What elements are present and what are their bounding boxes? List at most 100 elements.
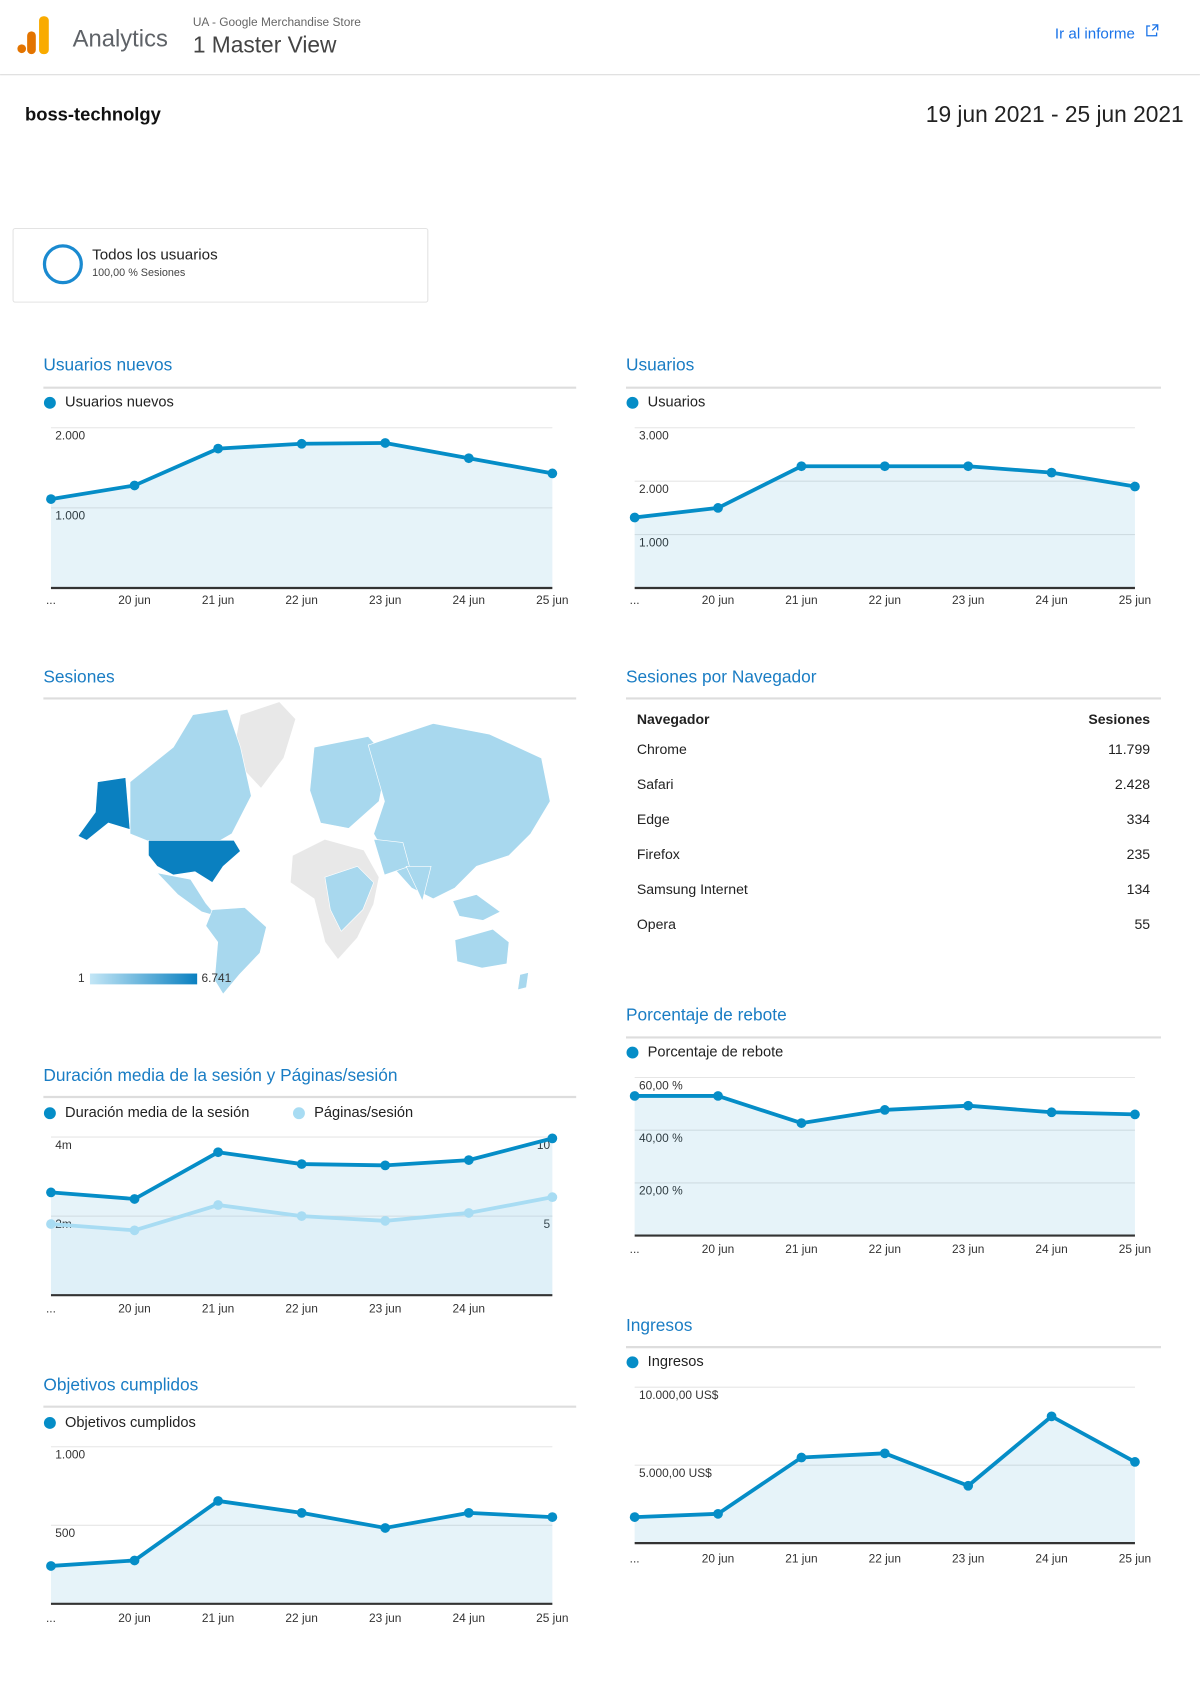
- x-tick-label: ...: [46, 1611, 56, 1625]
- x-tick-label: ...: [46, 593, 56, 607]
- data-point: [296, 1211, 307, 1221]
- x-tick-label: 25 jun: [1119, 1242, 1151, 1256]
- y-tick-label: 3.000: [639, 429, 669, 443]
- y-tick-label: 4m: [55, 1138, 72, 1152]
- legend-label: Duración media de la sesión: [65, 1105, 249, 1121]
- x-tick-label: 23 jun: [369, 1611, 401, 1625]
- y-tick-label: 1.000: [55, 1448, 85, 1462]
- panel-title: Sesiones: [43, 666, 115, 686]
- x-tick-label: 21 jun: [202, 593, 234, 607]
- data-point: [46, 494, 56, 504]
- data-point: [1046, 1411, 1057, 1422]
- browser-name: Safari: [637, 776, 674, 792]
- logo: [17, 16, 49, 55]
- panel-title: Sesiones por Navegador: [626, 666, 817, 686]
- column-header: Navegador: [637, 711, 710, 727]
- x-tick-label: 20 jun: [702, 593, 734, 607]
- x-tick-label: 22 jun: [285, 1301, 317, 1315]
- data-point: [1046, 467, 1057, 478]
- session-count: 235: [1127, 846, 1151, 862]
- x-tick-label: 23 jun: [952, 593, 984, 607]
- series-area: [50, 1197, 553, 1296]
- x-tick-label: 21 jun: [785, 1552, 817, 1566]
- panel-title: Ingresos: [626, 1315, 693, 1335]
- panel-title: Porcentaje de rebote: [626, 1004, 787, 1024]
- x-tick-label: 21 jun: [785, 593, 817, 607]
- external-link-icon[interactable]: [1146, 24, 1159, 37]
- x-tick-label: 22 jun: [285, 1611, 317, 1625]
- data-point: [1130, 1109, 1140, 1120]
- legend-marker: [43, 1416, 56, 1429]
- browser-name: Edge: [637, 811, 670, 827]
- x-tick-label: 20 jun: [118, 1611, 150, 1625]
- x-tick-label: 22 jun: [869, 1552, 901, 1566]
- panel-title: Objetivos cumplidos: [43, 1375, 198, 1395]
- x-tick-label: 25 jun: [1119, 1552, 1151, 1566]
- data-point: [46, 1561, 56, 1571]
- series-area: [634, 466, 1135, 589]
- series-area: [50, 1500, 553, 1604]
- browser-name: Opera: [637, 916, 676, 932]
- world-map: [77, 701, 551, 995]
- x-tick-label: 24 jun: [453, 593, 485, 607]
- x-tick-label: 25 jun: [536, 593, 568, 607]
- legend-marker: [292, 1107, 305, 1120]
- x-tick-label: 25 jun: [536, 1611, 568, 1625]
- data-point: [796, 461, 807, 472]
- data-point: [713, 1091, 723, 1101]
- x-tick-label: 21 jun: [202, 1611, 234, 1625]
- legend-marker: [626, 396, 639, 409]
- y-tick-label: 60,00 %: [639, 1078, 683, 1092]
- series-area: [634, 1095, 1135, 1236]
- series-area: [634, 1416, 1135, 1544]
- data-point: [796, 1118, 807, 1128]
- data-point: [713, 503, 723, 513]
- x-tick-label: 23 jun: [369, 1301, 401, 1315]
- y-tick-label: 20,00 %: [639, 1184, 683, 1198]
- data-point: [1046, 1107, 1057, 1118]
- data-point: [213, 1200, 223, 1210]
- x-tick-label: 24 jun: [1035, 593, 1067, 607]
- x-tick-label: 20 jun: [118, 1301, 150, 1315]
- session-count: 55: [1134, 916, 1150, 932]
- legend-label: Porcentaje de rebote: [648, 1044, 784, 1060]
- x-tick-label: ...: [630, 1552, 640, 1566]
- browser-name: Chrome: [637, 741, 687, 757]
- data-point: [213, 1147, 223, 1158]
- y-tick-label: 10.000,00 US$: [639, 1388, 719, 1402]
- data-point: [129, 1555, 140, 1566]
- data-point: [547, 1512, 558, 1522]
- session-count: 334: [1127, 811, 1151, 827]
- panel-title: Duración media de la sesión y Páginas/se…: [43, 1065, 397, 1085]
- data-point: [547, 468, 558, 479]
- panel-title: Usuarios nuevos: [43, 355, 172, 375]
- data-point: [296, 1159, 307, 1169]
- data-point: [963, 1100, 974, 1111]
- x-tick-label: ...: [630, 593, 640, 607]
- report-link[interactable]: Ir al informe: [1055, 26, 1135, 43]
- column-header: Sesiones: [1088, 711, 1150, 727]
- legend-marker: [626, 1046, 639, 1059]
- data-point: [213, 1496, 223, 1506]
- x-tick-label: 21 jun: [785, 1242, 817, 1256]
- data-point: [463, 1155, 474, 1165]
- x-tick-label: 25 jun: [1119, 593, 1151, 607]
- browser-name: Samsung Internet: [637, 881, 748, 897]
- data-point: [547, 1133, 558, 1144]
- data-point: [129, 1225, 140, 1236]
- x-tick-label: 24 jun: [453, 1301, 485, 1315]
- y-tick-label: 500: [55, 1526, 75, 1540]
- data-point: [629, 1091, 640, 1101]
- data-point: [380, 1215, 391, 1226]
- data-point: [463, 1507, 474, 1518]
- x-tick-label: 24 jun: [1035, 1242, 1067, 1256]
- y-tick-label: 1.000: [55, 509, 85, 523]
- y-tick-label: 2.000: [639, 482, 669, 496]
- legend-marker: [626, 1356, 639, 1369]
- x-tick-label: 21 jun: [202, 1301, 234, 1315]
- data-point: [963, 461, 974, 472]
- scale-min-label: 1: [78, 971, 85, 985]
- data-point: [463, 453, 474, 464]
